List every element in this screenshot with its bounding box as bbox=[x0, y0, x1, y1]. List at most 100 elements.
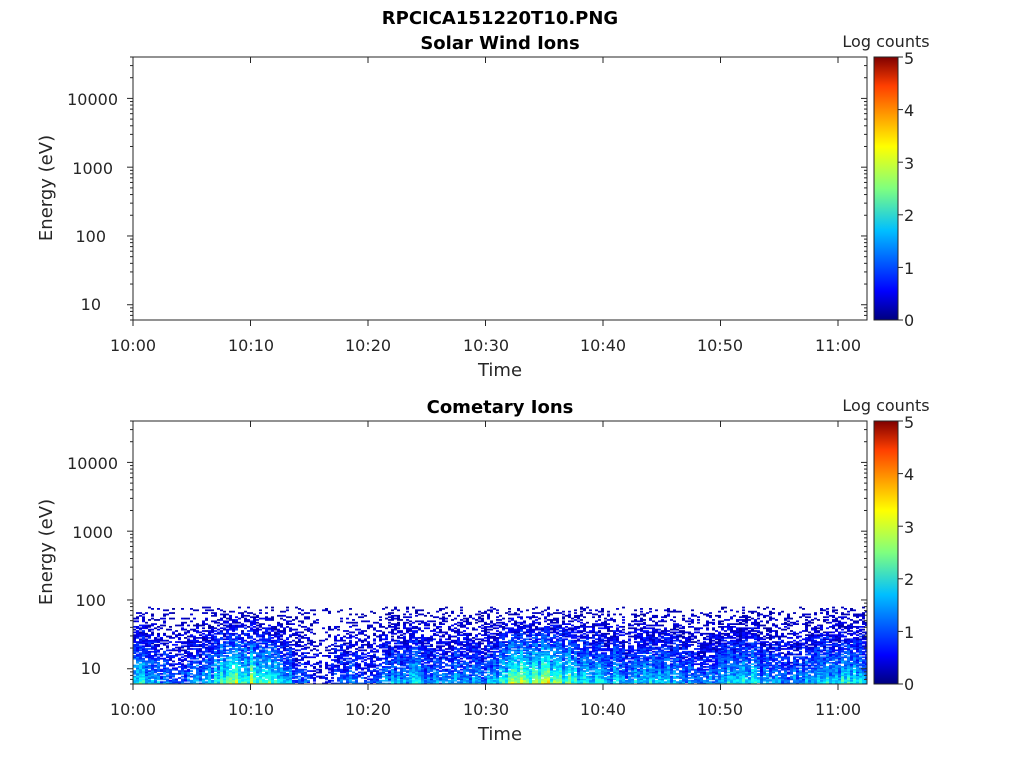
spectrogram-cell bbox=[310, 641, 313, 643]
spectrogram-cell bbox=[301, 663, 304, 666]
spectrogram-cell bbox=[439, 638, 442, 641]
spectrogram-cell bbox=[415, 681, 418, 684]
spectrogram-cell bbox=[397, 639, 400, 642]
spectrogram-cell bbox=[388, 624, 391, 627]
spectrogram-cell bbox=[532, 670, 535, 672]
spectrogram-cell bbox=[493, 682, 496, 684]
spectrogram-cell bbox=[502, 648, 505, 650]
spectrogram-cell bbox=[235, 616, 238, 619]
spectrogram-cell bbox=[415, 637, 418, 639]
spectrogram-cell bbox=[484, 664, 487, 667]
spectrogram-cell bbox=[442, 654, 445, 657]
spectrogram-cell bbox=[415, 654, 418, 657]
spectrogram-cell bbox=[556, 612, 559, 614]
spectrogram-cell bbox=[463, 674, 466, 677]
spectrogram-cell bbox=[193, 667, 196, 670]
spectrogram-cell bbox=[280, 641, 283, 643]
spectrogram-cell bbox=[217, 639, 220, 642]
spectrogram-cell bbox=[274, 625, 277, 628]
spectrogram-cell bbox=[529, 652, 532, 655]
spectrogram-cell bbox=[223, 643, 226, 646]
spectrogram-cell bbox=[418, 670, 421, 672]
spectrogram-cell bbox=[304, 674, 307, 677]
spectrogram-cell bbox=[499, 678, 502, 681]
spectrogram-cell bbox=[556, 660, 559, 663]
spectrogram-cell bbox=[367, 637, 370, 639]
spectrogram-cell bbox=[463, 661, 466, 664]
spectrogram-cell bbox=[244, 675, 247, 678]
spectrogram-cell bbox=[484, 639, 487, 642]
spectrogram-cell bbox=[208, 681, 211, 684]
spectrogram-cell bbox=[226, 657, 229, 660]
spectrogram-cell bbox=[520, 639, 523, 642]
spectrogram-cell bbox=[469, 682, 472, 684]
spectrogram-cell bbox=[487, 668, 490, 671]
spectrogram-cell bbox=[529, 681, 532, 684]
spectrogram-cell bbox=[505, 667, 508, 670]
spectrogram-cell bbox=[157, 674, 160, 677]
spectrogram-cell bbox=[571, 659, 574, 661]
spectrogram-cell bbox=[484, 660, 487, 663]
spectrogram-cell bbox=[343, 654, 346, 657]
spectrogram-cell bbox=[157, 661, 160, 664]
spectrogram-cell bbox=[280, 610, 283, 613]
spectrogram-cell bbox=[574, 668, 577, 671]
spectrogram-cell bbox=[547, 630, 550, 632]
spectrogram-cell bbox=[442, 677, 445, 679]
spectrogram-cell bbox=[529, 646, 532, 649]
spectrogram-cell bbox=[487, 678, 490, 681]
spectrogram-cell bbox=[391, 639, 394, 642]
spectrogram-cell bbox=[295, 663, 298, 666]
spectrogram-cell bbox=[235, 625, 238, 628]
spectrogram-cell bbox=[493, 671, 496, 674]
spectrogram-cell bbox=[361, 639, 364, 642]
spectrogram-cell bbox=[490, 656, 493, 659]
spectrogram-cell bbox=[517, 677, 520, 679]
spectrogram-cell bbox=[274, 681, 277, 684]
spectrogram-cell bbox=[430, 664, 433, 667]
spectrogram-cell bbox=[406, 643, 409, 646]
spectrogram-cell bbox=[316, 619, 319, 621]
spectrogram-cell bbox=[142, 645, 145, 648]
spectrogram-cell bbox=[202, 637, 205, 639]
spectrogram-cell bbox=[349, 650, 352, 653]
spectrogram-cell bbox=[160, 648, 163, 650]
spectrogram-cell bbox=[373, 632, 376, 635]
spectrogram-cell bbox=[208, 606, 211, 609]
spectrogram-cell bbox=[511, 674, 514, 677]
spectrogram-cell bbox=[520, 677, 523, 679]
spectrogram-cell bbox=[316, 668, 319, 671]
spectrogram-cell bbox=[334, 639, 337, 642]
spectrogram-cell bbox=[382, 668, 385, 671]
spectrogram-cell bbox=[295, 606, 298, 609]
spectrogram-cell bbox=[295, 664, 298, 667]
spectrogram-cell bbox=[304, 679, 307, 682]
spectrogram-cell bbox=[532, 671, 535, 674]
spectrogram-cell bbox=[352, 663, 355, 666]
spectrogram-cell bbox=[559, 656, 562, 659]
spectrogram-cell bbox=[229, 675, 232, 678]
spectrogram-cell bbox=[358, 649, 361, 652]
spectrogram-cell bbox=[301, 671, 304, 674]
spectrogram-cell bbox=[163, 681, 166, 684]
spectrogram-cell bbox=[148, 648, 151, 650]
spectrogram-cell bbox=[241, 663, 244, 666]
spectrogram-cell bbox=[556, 674, 559, 677]
spectrogram-cell bbox=[217, 654, 220, 657]
spectrogram-cell bbox=[154, 660, 157, 663]
spectrogram-cell bbox=[229, 625, 232, 628]
spectrogram-cell bbox=[274, 635, 277, 638]
spectrogram-cell bbox=[400, 654, 403, 657]
spectrogram-cell bbox=[415, 664, 418, 667]
spectrogram-cell bbox=[535, 632, 538, 635]
spectrogram-cell bbox=[406, 616, 409, 619]
spectrogram-cell bbox=[412, 667, 415, 670]
spectrogram-cell bbox=[256, 642, 259, 645]
spectrogram-cell bbox=[337, 649, 340, 652]
spectrogram-cell bbox=[298, 654, 301, 657]
spectrogram-cell bbox=[556, 666, 559, 668]
spectrogram-cell bbox=[334, 627, 337, 630]
spectrogram-cell bbox=[226, 678, 229, 681]
spectrogram-cell bbox=[190, 639, 193, 642]
spectrogram-cell bbox=[256, 616, 259, 619]
